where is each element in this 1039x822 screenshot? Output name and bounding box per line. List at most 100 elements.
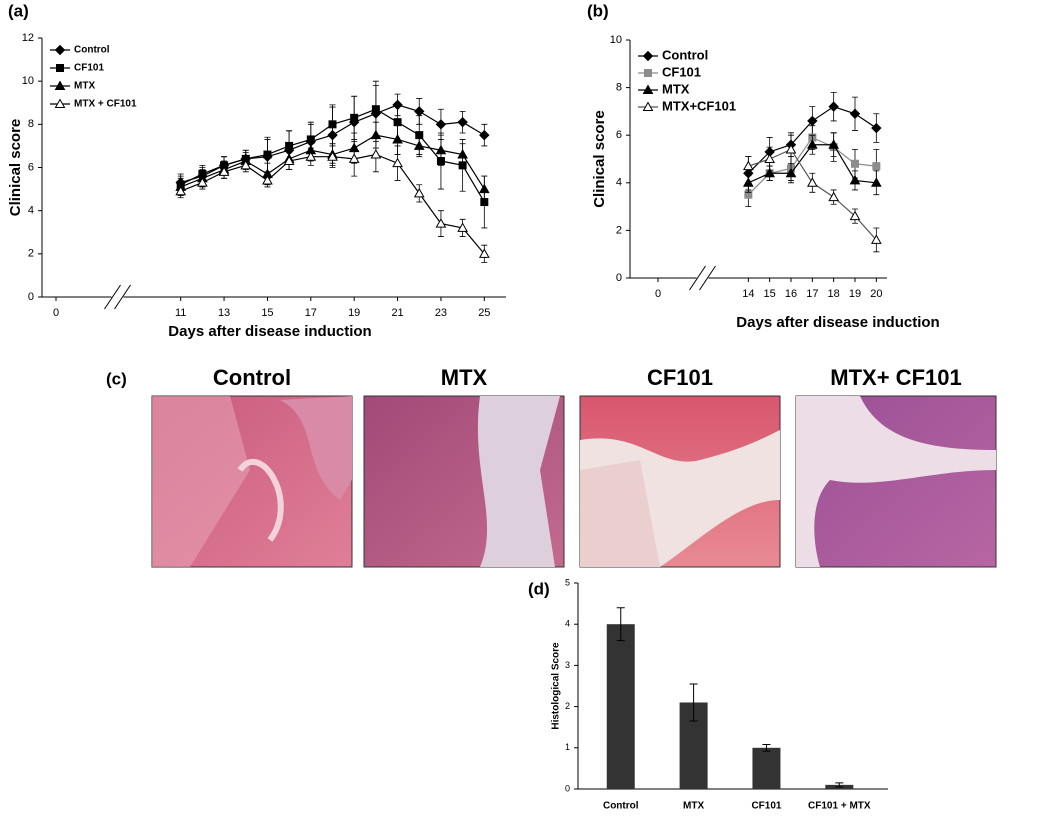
marker — [849, 174, 861, 185]
legend-marker — [642, 50, 654, 62]
marker — [327, 151, 338, 161]
y-tick-label: 8 — [616, 82, 622, 94]
x-tick-label: 17 — [305, 307, 317, 319]
x-tick-label: 23 — [435, 307, 447, 319]
marker — [870, 234, 882, 244]
x-tick-label: 11 — [175, 307, 186, 319]
marker — [413, 187, 425, 198]
micrograph-title: MTX — [441, 365, 488, 390]
marker — [478, 183, 490, 194]
error-bar — [616, 607, 625, 642]
marker — [457, 222, 468, 232]
x-tick-label: 15 — [261, 307, 273, 319]
marker — [305, 151, 317, 161]
marker — [871, 122, 882, 134]
marker — [764, 153, 776, 163]
marker — [413, 140, 425, 150]
y-tick-label: 3 — [565, 660, 570, 670]
marker — [479, 129, 490, 141]
marker — [350, 113, 359, 122]
marker — [457, 149, 468, 159]
legend-label: CF101 — [662, 64, 701, 79]
panel-label: (d) — [528, 579, 550, 598]
legend-label: CF101 — [74, 63, 104, 74]
y-tick-label: 2 — [28, 248, 34, 260]
y-tick-label: 0 — [565, 783, 570, 793]
micrograph-mtx-cf101 — [795, 395, 997, 568]
legend-marker — [642, 101, 654, 111]
x-tick-label: 19 — [348, 307, 360, 319]
marker — [828, 101, 839, 112]
x-tick-label: 21 — [391, 307, 403, 319]
marker — [806, 177, 818, 187]
marker — [392, 157, 403, 168]
marker — [785, 143, 797, 154]
axis-break-gap — [111, 294, 124, 300]
legend-label: Control — [74, 45, 110, 56]
marker — [392, 133, 403, 144]
marker — [371, 105, 380, 114]
x-tick-label: 19 — [849, 288, 861, 300]
x-tick-label: 14 — [742, 288, 754, 300]
y-tick-label: 2 — [616, 224, 622, 236]
marker — [851, 159, 859, 168]
axis-break — [104, 284, 121, 310]
series — [742, 134, 882, 253]
marker — [240, 159, 252, 170]
x-tick-label: 20 — [870, 288, 882, 300]
x-tick-label: 0 — [655, 288, 661, 300]
marker — [870, 177, 882, 187]
y-tick-label: 6 — [616, 129, 622, 141]
axis-break — [689, 265, 706, 291]
y-tick-label: 10 — [610, 34, 622, 46]
bar — [752, 747, 781, 789]
x-tick-label: CF101 — [751, 801, 781, 812]
marker — [785, 167, 797, 178]
panel-label: (b) — [587, 1, 609, 20]
legend-label: Control — [662, 47, 708, 62]
legend-label: MTX+CF101 — [662, 98, 736, 113]
legend-marker — [54, 44, 66, 56]
x-tick-label: 18 — [828, 288, 840, 300]
x-tick-label: 0 — [53, 307, 59, 319]
y-tick-label: 12 — [22, 32, 34, 44]
x-tick-label: Control — [603, 801, 639, 812]
x-tick-label: 13 — [218, 307, 230, 319]
error-bar — [689, 683, 698, 722]
micrograph-control — [151, 395, 353, 568]
marker — [263, 150, 272, 159]
marker — [435, 144, 447, 155]
y-tick-label: 8 — [28, 118, 34, 130]
marker — [849, 210, 861, 221]
x-axis-label: Days after disease induction — [168, 323, 371, 340]
y-tick-label: 4 — [616, 177, 622, 189]
marker — [348, 153, 360, 163]
marker — [328, 120, 337, 129]
y-tick-label: 1 — [565, 742, 570, 752]
marker — [478, 248, 490, 258]
marker — [828, 139, 840, 149]
y-axis-label: Clinical score — [591, 110, 608, 208]
axis-break — [114, 284, 131, 310]
x-axis-label: Days after disease induction — [736, 314, 939, 331]
marker — [872, 162, 881, 171]
marker — [742, 160, 754, 171]
bar — [606, 624, 635, 789]
axis-break-gap — [696, 275, 709, 281]
marker — [414, 106, 425, 117]
y-axis-label: Clinical score — [7, 119, 24, 217]
y-axis-label: Histological Score — [551, 642, 562, 730]
y-tick-label: 10 — [22, 75, 34, 87]
micrograph-title: CF101 — [647, 365, 713, 390]
marker — [262, 174, 273, 185]
y-tick-label: 0 — [28, 291, 34, 303]
marker — [435, 218, 447, 228]
x-tick-label: 25 — [478, 307, 490, 319]
x-tick-label: MTX — [683, 801, 704, 812]
micrograph-title: Control — [213, 365, 291, 390]
marker — [849, 108, 861, 119]
legend-label: MTX + CF101 — [74, 99, 137, 110]
marker — [806, 139, 818, 149]
y-tick-label: 6 — [28, 161, 34, 173]
y-tick-label: 2 — [565, 701, 570, 711]
